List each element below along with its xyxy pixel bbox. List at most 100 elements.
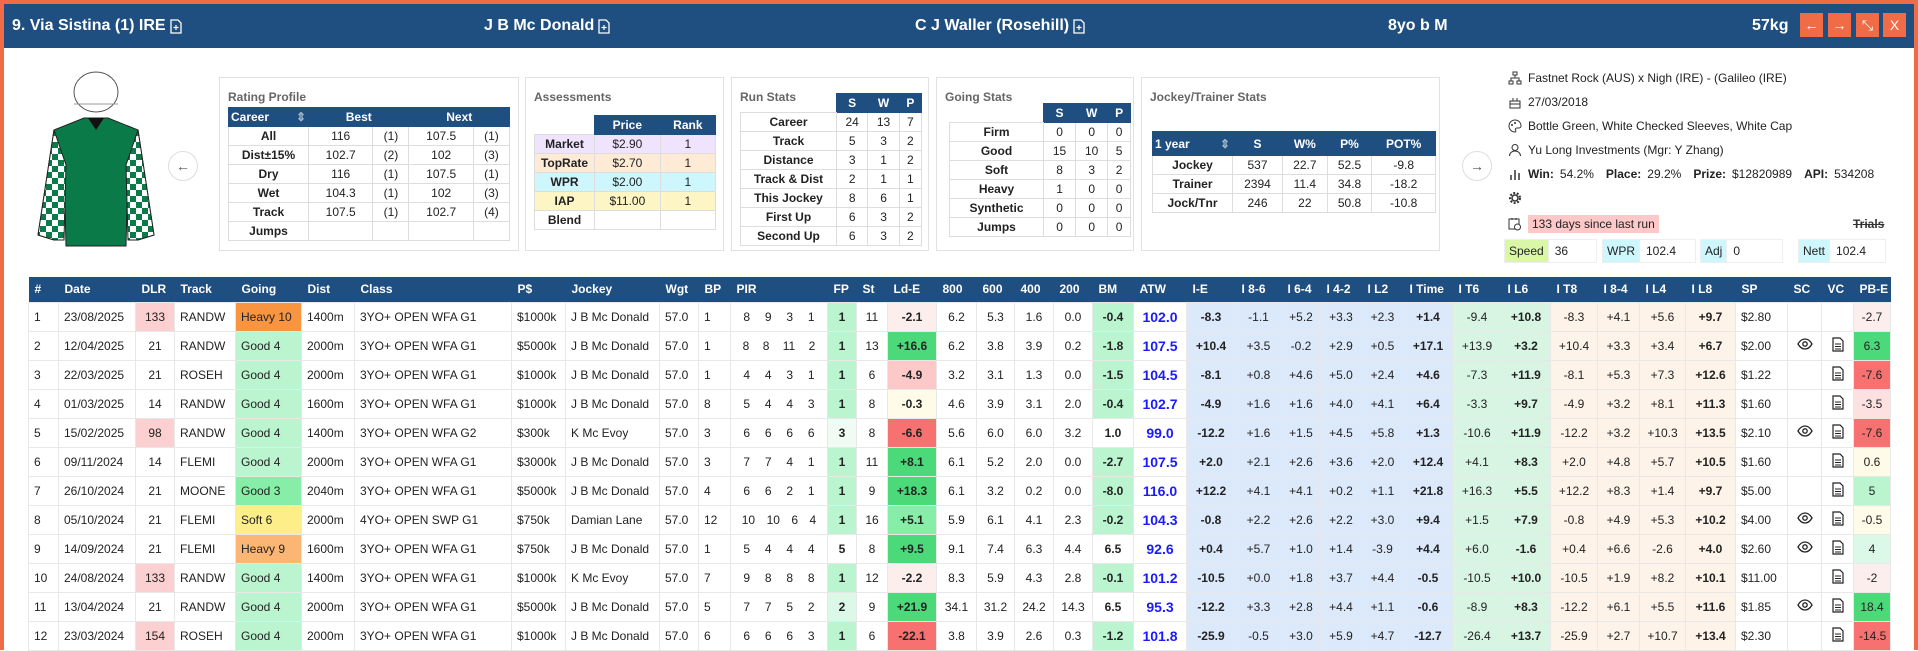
- col-header[interactable]: Class: [354, 277, 512, 302]
- col-header[interactable]: I Time: [1403, 277, 1453, 302]
- box-value-input[interactable]: 102.4: [1639, 240, 1695, 262]
- cell-vc[interactable]: [1821, 446, 1854, 477]
- table-row[interactable]: 3 22/03/2025 21 ROSEH Good 4 2000m 3YO+ OPEN W…: [28, 359, 1891, 390]
- col-header[interactable]: I 8-6: [1235, 277, 1282, 302]
- col-header[interactable]: I L8: [1685, 277, 1736, 302]
- table-row[interactable]: 4 01/03/2025 14 RANDW Good 4 1600m 3YO+ OPEN W…: [28, 388, 1891, 419]
- cell-sc[interactable]: [1787, 533, 1822, 564]
- document-icon[interactable]: [1831, 539, 1844, 555]
- col-header[interactable]: I L4: [1639, 277, 1686, 302]
- form-guide-icon[interactable]: [169, 18, 182, 34]
- col-header[interactable]: Date: [58, 277, 136, 302]
- trainer-name[interactable]: C J Waller (Rosehill): [915, 17, 1085, 35]
- close-button[interactable]: X: [1883, 13, 1906, 37]
- cell-sc[interactable]: [1787, 504, 1822, 535]
- cell-sc[interactable]: [1787, 417, 1822, 448]
- document-icon[interactable]: [1831, 510, 1844, 526]
- form-guide-icon[interactable]: [1073, 18, 1085, 34]
- gear-icon[interactable]: [1508, 191, 1522, 205]
- cell-vc[interactable]: [1821, 533, 1854, 564]
- table-row[interactable]: 5 15/02/2025 98 RANDW Good 4 1400m 3YO+ OPEN W…: [28, 417, 1891, 448]
- document-icon[interactable]: [1831, 365, 1844, 381]
- document-icon[interactable]: [1831, 597, 1844, 613]
- period-select[interactable]: 1 year ⇕: [1152, 131, 1233, 156]
- col-header[interactable]: I 6-4: [1281, 277, 1321, 302]
- box-value-input[interactable]: 102.4: [1829, 240, 1886, 262]
- col-header[interactable]: I 4-2: [1320, 277, 1362, 302]
- horse-name[interactable]: 9. Via Sistina (1) IRE: [12, 17, 182, 35]
- col-header[interactable]: Wgt: [659, 277, 699, 302]
- eye-icon[interactable]: [1796, 599, 1813, 611]
- eye-icon[interactable]: [1796, 512, 1813, 524]
- table-row[interactable]: 6 09/11/2024 14 FLEMI Good 4 2000m 3YO+ OPEN W…: [28, 446, 1891, 477]
- table-row[interactable]: 1 23/08/2025 133 RANDW Heavy 10 1400m 3YO+ OPE…: [28, 301, 1891, 332]
- col-header[interactable]: Track: [174, 277, 236, 302]
- col-header[interactable]: BM: [1092, 277, 1134, 302]
- cell-vc[interactable]: [1821, 330, 1854, 361]
- trials-link[interactable]: Trials: [1853, 217, 1885, 231]
- col-header[interactable]: Ld-E: [887, 277, 937, 302]
- cell-vc[interactable]: [1821, 504, 1854, 535]
- col-header[interactable]: I T8: [1550, 277, 1598, 302]
- eye-icon[interactable]: [1796, 425, 1813, 437]
- table-row[interactable]: 2 12/04/2025 21 RANDW Good 4 2000m 3YO+ OPEN W…: [28, 330, 1891, 361]
- cell-vc[interactable]: [1821, 475, 1854, 506]
- col-header[interactable]: Dist: [301, 277, 355, 302]
- cell-vc[interactable]: [1821, 620, 1854, 651]
- cell-vc[interactable]: [1821, 591, 1854, 622]
- table-row[interactable]: 8 05/10/2024 21 FLEMI Soft 6 2000m 4YO+ OPEN S…: [28, 504, 1891, 535]
- document-icon[interactable]: [1831, 626, 1844, 642]
- document-icon[interactable]: [1831, 336, 1844, 352]
- col-header[interactable]: PIR: [730, 277, 828, 302]
- col-header[interactable]: I L2: [1361, 277, 1404, 302]
- col-header[interactable]: #: [28, 277, 59, 302]
- cell-vc[interactable]: [1821, 417, 1854, 448]
- col-header[interactable]: I 8-4: [1597, 277, 1640, 302]
- cell-vc[interactable]: [1821, 388, 1854, 419]
- collapse-button[interactable]: ⤡: [1856, 13, 1879, 37]
- cell-vc[interactable]: [1821, 359, 1854, 390]
- col-header[interactable]: BP: [698, 277, 731, 302]
- eye-icon[interactable]: [1796, 541, 1813, 553]
- cell-sc[interactable]: [1787, 330, 1822, 361]
- document-icon[interactable]: [1831, 452, 1844, 468]
- col-header[interactable]: I-E: [1186, 277, 1236, 302]
- prev-panel-button[interactable]: ←: [168, 151, 198, 181]
- col-header[interactable]: ATW: [1133, 277, 1187, 302]
- col-header[interactable]: PB-E: [1853, 277, 1891, 302]
- col-header[interactable]: DLR: [135, 277, 175, 302]
- jockey-name[interactable]: J B Mc Donald: [484, 17, 610, 35]
- table-row[interactable]: 10 24/08/2024 133 RANDW Good 4 1400m 3YO+ OPEN…: [28, 562, 1891, 593]
- col-header[interactable]: VC: [1821, 277, 1854, 302]
- prev-horse-button[interactable]: ←: [1800, 13, 1823, 37]
- box-value-input[interactable]: 0: [1726, 240, 1783, 262]
- form-guide-icon[interactable]: [598, 18, 610, 34]
- col-header[interactable]: I T6: [1452, 277, 1502, 302]
- col-header[interactable]: 600: [976, 277, 1015, 302]
- career-select[interactable]: Career ⇕: [228, 107, 309, 127]
- next-horse-button[interactable]: →: [1828, 13, 1851, 37]
- table-row[interactable]: 12 23/03/2024 154 ROSEH Good 4 2000m 3YO+ OPEN…: [28, 620, 1891, 651]
- document-icon[interactable]: [1831, 423, 1844, 439]
- box-value-input[interactable]: 36: [1547, 240, 1596, 262]
- cell-sc[interactable]: [1787, 591, 1822, 622]
- col-header[interactable]: SC: [1787, 277, 1822, 302]
- table-row[interactable]: 9 14/09/2024 21 FLEMI Heavy 9 1600m 3YO+ OPEN …: [28, 533, 1891, 564]
- col-header[interactable]: Jockey: [565, 277, 660, 302]
- eye-icon[interactable]: [1796, 338, 1813, 350]
- col-header[interactable]: I L6: [1501, 277, 1551, 302]
- col-header[interactable]: 200: [1053, 277, 1093, 302]
- document-icon[interactable]: [1831, 481, 1844, 497]
- col-header[interactable]: FP: [827, 277, 857, 302]
- table-row[interactable]: 11 13/04/2024 21 RANDW Good 4 2000m 3YO+ OPEN …: [28, 591, 1891, 622]
- next-panel-button[interactable]: →: [1462, 151, 1492, 181]
- document-icon[interactable]: [1831, 568, 1844, 584]
- col-header[interactable]: SP: [1735, 277, 1788, 302]
- col-header[interactable]: 400: [1014, 277, 1054, 302]
- col-header[interactable]: St: [856, 277, 888, 302]
- cell-vc[interactable]: [1821, 562, 1854, 593]
- col-header[interactable]: 800: [936, 277, 977, 302]
- col-header[interactable]: P$: [511, 277, 566, 302]
- document-icon[interactable]: [1831, 394, 1844, 410]
- col-header[interactable]: Going: [235, 277, 302, 302]
